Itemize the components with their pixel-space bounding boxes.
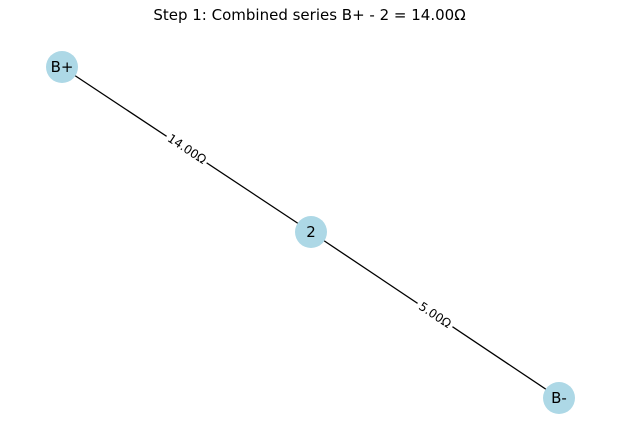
node-2: 2 (295, 216, 327, 248)
node-bplus: B+ (46, 51, 78, 83)
node-bplus-label: B+ (51, 58, 74, 76)
edge-label-bplus-2: 14.00Ω (162, 128, 212, 169)
node-bminus: B- (543, 382, 575, 414)
node-2-label: 2 (306, 223, 316, 241)
edge-label-2-bminus: 5.00Ω (413, 295, 458, 334)
node-bminus-label: B- (551, 389, 567, 407)
diagram-title: Step 1: Combined series B+ - 2 = 14.00Ω (153, 6, 466, 24)
